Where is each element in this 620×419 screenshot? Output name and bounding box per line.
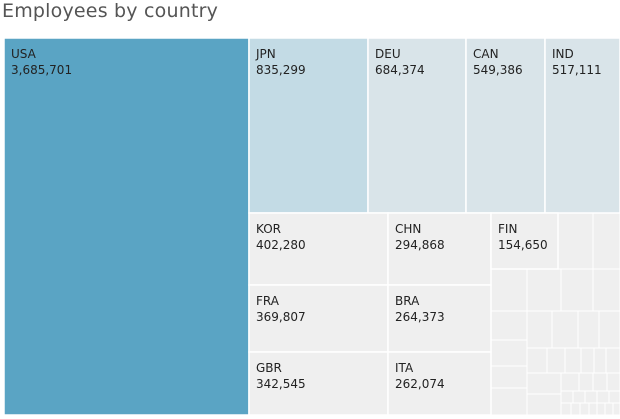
tile-label-jpn: JPN <box>255 47 276 61</box>
treemap-small-tile[interactable] <box>490 387 528 415</box>
treemap-rect-jpn[interactable] <box>248 38 369 214</box>
treemap-small-tile[interactable] <box>490 310 528 341</box>
treemap-rect-ita[interactable] <box>387 351 492 415</box>
tile-value-kor: 402,280 <box>256 238 306 252</box>
treemap-small-tile[interactable] <box>490 365 528 389</box>
treemap-small-tile[interactable] <box>560 390 574 404</box>
treemap-small-tile[interactable] <box>577 310 600 349</box>
treemap-small-tile[interactable] <box>490 268 528 312</box>
treemap-tile-can[interactable]: CAN 549,386 <box>465 38 546 214</box>
treemap-tile-usa[interactable]: USA 3,685,701 <box>4 38 250 415</box>
tile-value-chn: 294,868 <box>395 238 445 252</box>
treemap-tile-gbr[interactable]: GBR 342,545 <box>248 351 389 415</box>
treemap-small-tile[interactable] <box>526 393 562 415</box>
tile-label-bra: BRA <box>395 294 420 308</box>
tile-value-jpn: 835,299 <box>256 63 306 77</box>
treemap-small-tile[interactable] <box>578 372 594 392</box>
treemap-small-tile[interactable] <box>612 402 620 415</box>
treemap-rect-usa[interactable] <box>4 38 250 415</box>
treemap-small-tile[interactable] <box>596 390 610 404</box>
treemap-small-tile[interactable] <box>526 347 548 374</box>
treemap-tile-fra[interactable]: FRA 369,807 <box>248 284 389 353</box>
treemap-rect-fin[interactable] <box>490 212 559 270</box>
tile-value-fin: 154,650 <box>498 238 548 252</box>
tile-value-can: 549,386 <box>473 63 523 77</box>
treemap-small-tile[interactable] <box>592 268 620 312</box>
tile-label-usa: USA <box>11 47 37 61</box>
treemap-small-tile[interactable] <box>604 402 614 415</box>
tile-label-chn: CHN <box>395 222 421 236</box>
treemap-small-tile[interactable] <box>584 390 598 404</box>
tile-label-deu: DEU <box>375 47 401 61</box>
tile-label-fra: FRA <box>256 294 280 308</box>
treemap-small-tile[interactable] <box>557 212 594 270</box>
treemap-small-tile[interactable] <box>551 310 579 349</box>
treemap-rect-chn[interactable] <box>387 212 492 286</box>
treemap-rect-kor[interactable] <box>248 212 389 286</box>
treemap-tile-deu[interactable]: DEU 684,374 <box>367 38 467 214</box>
tile-label-gbr: GBR <box>256 361 282 375</box>
treemap-chart: USA 3,685,701 JPN 835,299 DEU 684,374 CAN 549,3… <box>4 38 620 415</box>
treemap-small-tile[interactable] <box>560 268 594 312</box>
tile-value-ita: 262,074 <box>395 377 445 391</box>
tile-value-ind: 517,111 <box>552 63 602 77</box>
tile-label-fin: FIN <box>498 222 517 236</box>
treemap-small-tile[interactable] <box>490 339 528 367</box>
treemap-small-tile[interactable] <box>546 347 566 374</box>
treemap-tile-chn[interactable]: CHN 294,868 <box>387 212 492 286</box>
treemap-small-tile[interactable] <box>560 402 572 415</box>
treemap-small-tile[interactable] <box>593 347 607 374</box>
tile-value-gbr: 342,545 <box>256 377 306 391</box>
treemap-small-tile[interactable] <box>592 372 608 392</box>
tile-label-kor: KOR <box>256 222 281 236</box>
tile-value-bra: 264,373 <box>395 310 445 324</box>
tile-value-deu: 684,374 <box>375 63 425 77</box>
treemap-tile-kor[interactable]: KOR 402,280 <box>248 212 389 286</box>
treemap-small-tile[interactable] <box>588 402 598 415</box>
chart-title: Employees by country <box>2 0 219 22</box>
treemap-rect-fra[interactable] <box>248 284 389 353</box>
treemap-small-tile[interactable] <box>579 402 590 415</box>
treemap-rect-ind[interactable] <box>544 38 620 214</box>
treemap-small-tile[interactable] <box>608 390 620 404</box>
tile-label-ita: ITA <box>395 361 414 375</box>
tile-label-can: CAN <box>473 47 499 61</box>
tile-label-ind: IND <box>552 47 574 61</box>
treemap-small-tile[interactable] <box>572 390 586 404</box>
treemap-tile-bra[interactable]: BRA 264,373 <box>387 284 492 353</box>
treemap-rect-can[interactable] <box>465 38 546 214</box>
treemap-small-tile[interactable] <box>526 372 562 395</box>
treemap-small-tile[interactable] <box>605 347 620 374</box>
tile-value-fra: 369,807 <box>256 310 306 324</box>
treemap-rect-bra[interactable] <box>387 284 492 353</box>
treemap-small-tile[interactable] <box>606 372 620 392</box>
treemap-tile-jpn[interactable]: JPN 835,299 <box>248 38 369 214</box>
treemap-rect-deu[interactable] <box>367 38 467 214</box>
treemap-small-tile[interactable] <box>580 347 595 374</box>
treemap-small-tile[interactable] <box>596 402 606 415</box>
treemap-small-tile[interactable] <box>526 268 562 312</box>
treemap-small-tile[interactable] <box>564 347 582 374</box>
treemap-small-tile[interactable] <box>592 212 620 270</box>
treemap-small-tile[interactable] <box>560 372 580 392</box>
treemap-tile-ind[interactable]: IND 517,111 <box>544 38 620 214</box>
treemap-small-tile[interactable] <box>526 310 553 349</box>
treemap-tile-ita[interactable]: ITA 262,074 <box>387 351 492 415</box>
treemap-small-tile[interactable] <box>570 402 581 415</box>
treemap-small-tile[interactable] <box>598 310 620 349</box>
treemap-tile-fin[interactable]: FIN 154,650 <box>490 212 559 270</box>
treemap-svg: USA 3,685,701 JPN 835,299 DEU 684,374 CAN 549,3… <box>4 38 620 415</box>
tile-value-usa: 3,685,701 <box>11 63 72 77</box>
